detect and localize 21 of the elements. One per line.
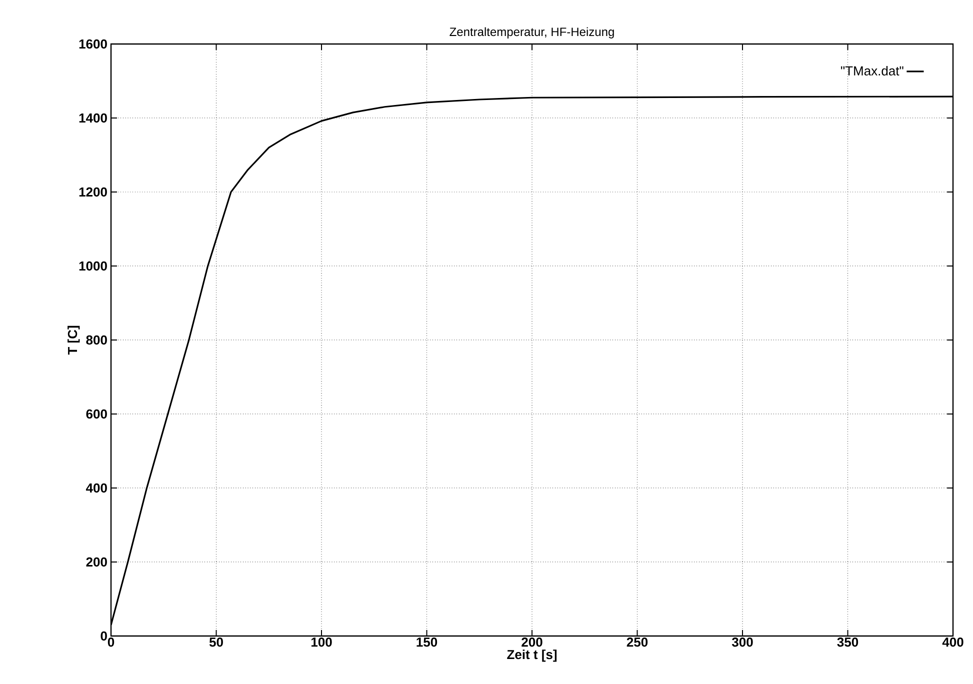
x-tick-label: 200 [522,638,542,647]
y-axis-title: T [C] [68,326,80,355]
x-tick-label: 250 [626,638,648,647]
y-tick-label: 800 [86,335,107,345]
x-tick-label: 0 [108,638,114,647]
y-tick-label: 600 [86,409,107,419]
y-tick-label: 1400 [79,113,107,123]
y-tick-label: 1600 [79,39,107,49]
y-tick-label: 1200 [79,187,107,197]
x-tick-label: 350 [837,638,858,647]
x-axis-title: Zeit t [s] [507,650,557,662]
chart-title: Zentraltemperatur, HF-Heizung [450,27,614,38]
x-tick-label: 50 [209,638,223,647]
y-tick-label: 200 [86,557,107,567]
x-tick-label: 300 [732,638,753,647]
y-tick-label: 1000 [79,261,107,271]
x-tick-label: 150 [416,638,438,647]
y-tick-label: 400 [86,483,107,493]
x-tick-label: 100 [311,638,332,647]
legend-label: "TMax.dat" [841,66,904,76]
x-tick-label: 400 [942,638,964,647]
